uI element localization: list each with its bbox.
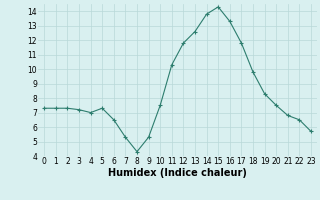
X-axis label: Humidex (Indice chaleur): Humidex (Indice chaleur) (108, 168, 247, 178)
